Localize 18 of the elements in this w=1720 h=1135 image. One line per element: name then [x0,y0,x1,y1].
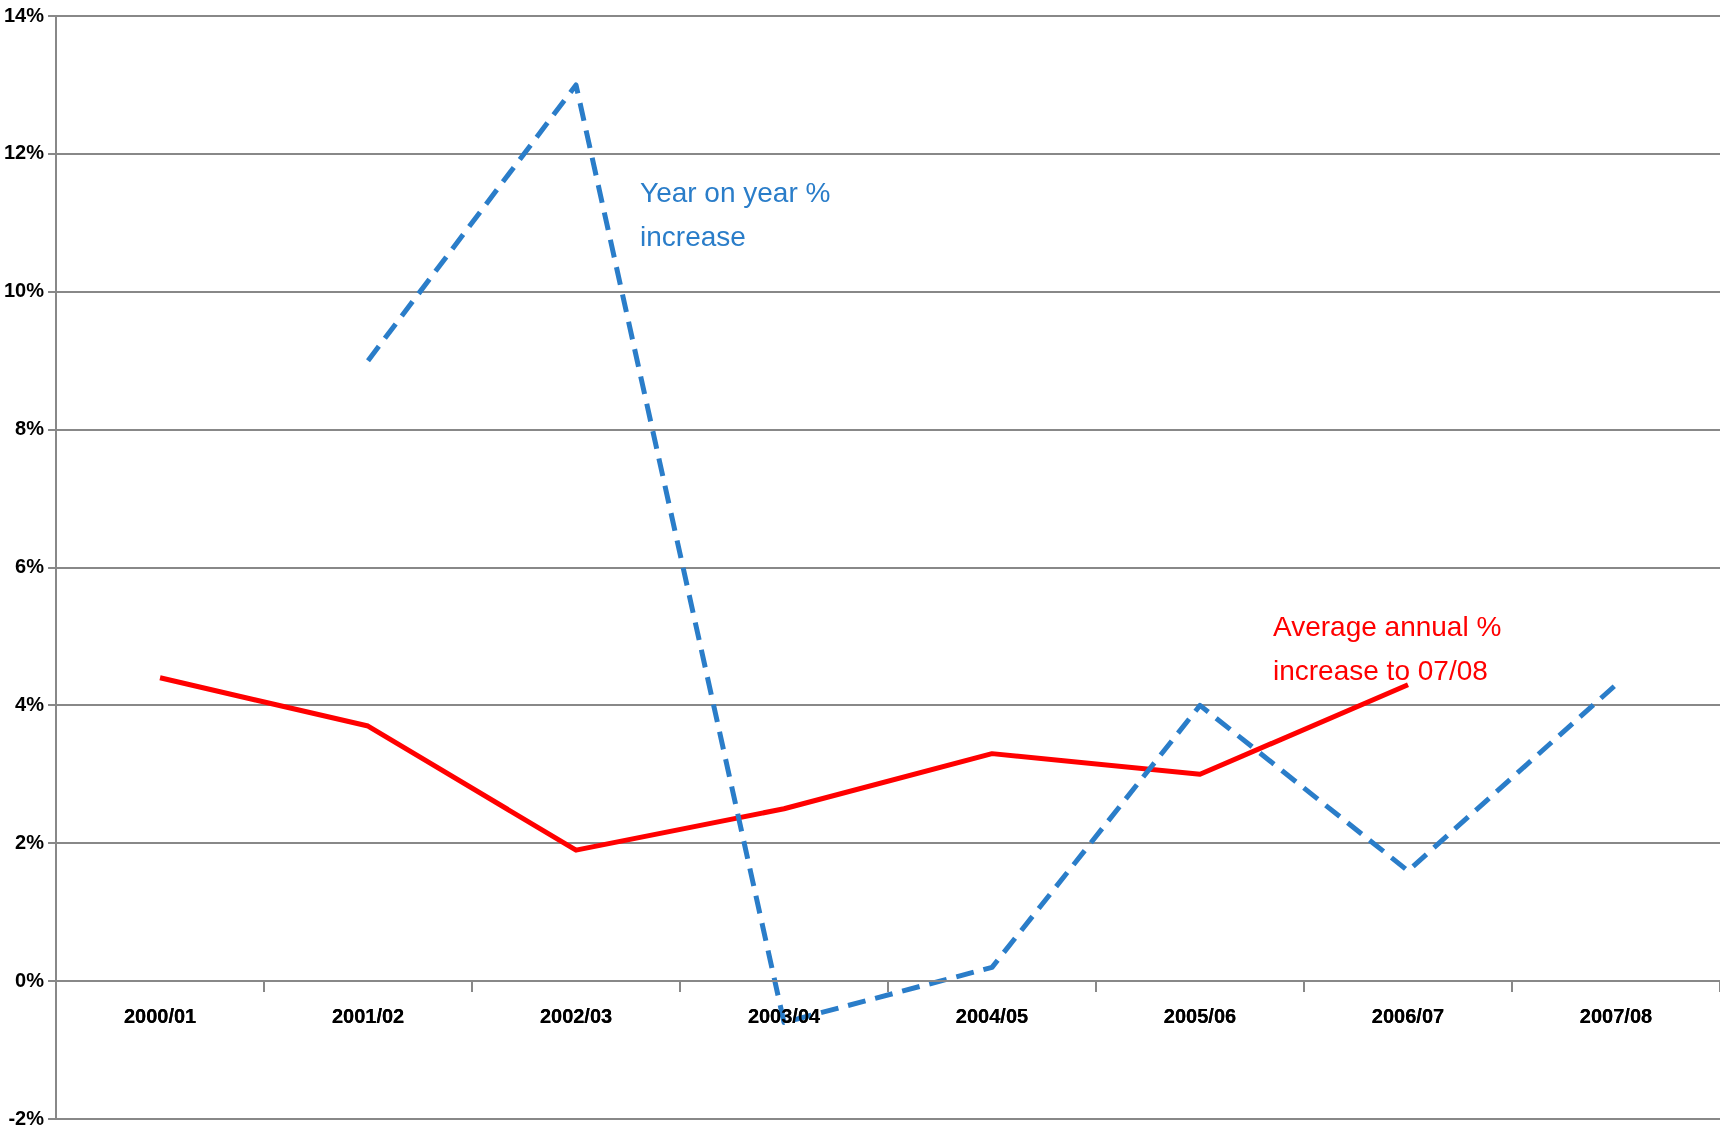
y-tick-label: 0% [15,968,45,991]
x-tick-label: 2007/08 [1579,1004,1653,1027]
y-tick-label: 2% [15,830,45,853]
x-tick-label: 2001/02 [331,1004,405,1027]
series-label: Average annual % increase to 07/08 [1273,611,1502,687]
x-tick-label: 2005/06 [1163,1004,1237,1027]
y-tick-label: 6% [15,555,45,578]
y-tick-label: 10% [4,279,45,302]
x-tick-label: 2006/07 [1371,1004,1445,1027]
y-tick-label: -2% [8,1106,45,1129]
y-tick-label: 8% [15,417,45,440]
x-tick-label: 2002/03 [539,1004,613,1027]
y-tick-label: 4% [15,692,45,715]
x-tick-label: 2004/05 [955,1004,1029,1027]
series-label: Year on year % increase [640,176,831,252]
y-tick-label: 14% [4,3,45,26]
x-tick-label: 2000/01 [123,1004,197,1027]
y-tick-label: 12% [4,141,45,164]
